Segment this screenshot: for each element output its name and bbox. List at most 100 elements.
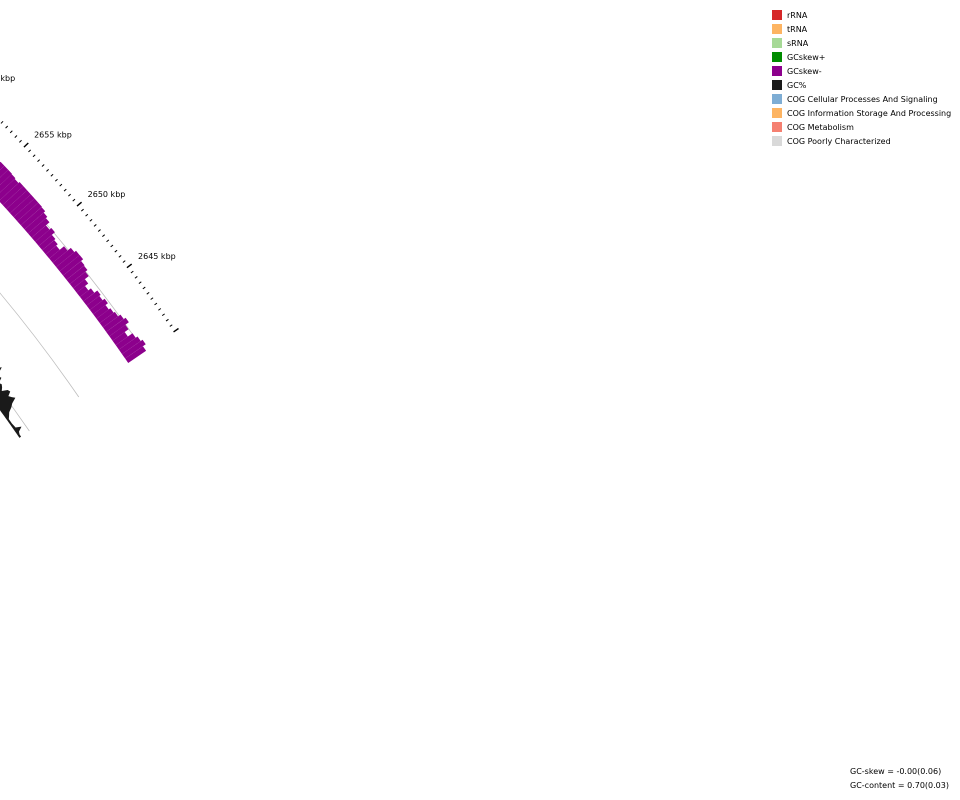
ruler-tick [85,213,89,217]
gc-skew-segment [63,260,85,280]
ruler-tick [173,327,179,333]
gc-skew-segment [122,339,146,359]
gc-skew-track [0,161,147,364]
legend-label: COG Cellular Processes And Signaling [787,94,938,104]
gc-skew-segment [9,194,35,218]
ruler-tick [76,201,83,207]
legend-swatch [772,108,782,118]
ruler-tick [14,135,18,138]
ruler-tick [28,149,32,153]
ruler-tick [126,263,133,269]
gc-content-band [0,367,22,438]
position-ruler: 2685 kbp2680 kbp2675 kbp2670 kbp2665 kbp… [0,74,179,333]
ruler-label: 2650 kbp [88,190,126,199]
gc-skew-segment [69,271,89,289]
ruler-tick [114,249,118,253]
ruler-tick [161,313,165,317]
legend-item-gcskew-plus: GCskew+ [772,50,951,64]
legend-swatch [772,52,782,62]
ruler-tick [106,239,110,243]
gc-skew-segment [99,311,119,328]
ruler-tick [118,255,122,258]
gc-skew-segment [0,181,24,205]
ruler-tick [150,297,154,300]
ruler-tick [41,164,45,167]
legend-label: sRNA [787,38,809,48]
ruler-tick [102,234,106,237]
gc-content-track [0,367,22,438]
ruler-tick [19,139,22,143]
ruler-tick [68,193,71,197]
gc-skew-segment [73,279,89,293]
gc-skew-segment [102,314,124,332]
gc-skew-segment [59,254,84,276]
legend-item-trna: tRNA [772,22,951,36]
gc-skew-segment [49,246,68,263]
guide-ring [0,172,146,352]
ruler-tick [37,159,41,162]
ruler-tick [134,276,138,279]
legend-item-srna: sRNA [772,36,951,50]
gc-skew-segment [52,247,75,267]
ruler-tick [59,183,63,187]
gc-skew-segment [0,161,5,170]
gc-content-stat: GC-content = 0.70(0.03) [850,781,949,790]
legend: rRNA tRNA sRNA GCskew+ GCskew- GC% COG C… [772,8,951,148]
gc-skew-segment [93,305,109,319]
legend-item-cog-poorly: COG Poorly Characterized [772,134,951,148]
gc-skew-segment [35,228,55,246]
ruler-tick [89,218,93,222]
legend-label: GC% [787,80,807,90]
ruler-tick [110,244,114,248]
gc-skew-segment [79,288,95,302]
ruler-tick [50,173,54,177]
legend-swatch [772,10,782,20]
gc-skew-segment [42,240,58,255]
gc-skew-segment [31,225,50,242]
gc-skew-segment [76,286,89,297]
ruler-tick [23,142,29,148]
gc-skew-segment [13,198,39,222]
gc-skew-segment [0,178,19,201]
ruler-tick [138,281,142,284]
gc-skew-segment [20,207,46,230]
legend-label: COG Metabolism [787,122,854,132]
ruler-tick [169,324,173,327]
ruler-tick [72,198,76,202]
ruler-tick [93,224,97,227]
gc-skew-segment [0,165,9,178]
ruler-tick [154,302,158,306]
legend-item-gcskew-minus: GCskew- [772,64,951,78]
gc-skew-segment [56,250,80,272]
gc-skew-segment [112,332,128,346]
gc-skew-segment [6,190,31,214]
ruler-tick [9,130,13,134]
ruler-tick [32,154,36,158]
ruler-label: 2655 kbp [34,131,72,140]
legend-swatch [772,66,782,76]
ruler-label: 2645 kbp [138,252,176,261]
gc-skew-segment [24,212,48,234]
gc-skew-segment [38,234,56,251]
ruler-tick [122,260,126,263]
legend-item-gc-percent: GC% [772,78,951,92]
gc-skew-segment [28,218,50,238]
legend-label: GCskew- [787,66,822,76]
ruler-tick [5,125,9,129]
legend-swatch [772,136,782,146]
legend-label: rRNA [787,10,808,20]
ruler-tick [130,270,134,274]
legend-item-cog-cellular: COG Cellular Processes And Signaling [772,92,951,106]
gc-skew-segment [96,308,114,324]
legend-label: COG Information Storage And Processing [787,108,952,118]
ruler-tick [146,291,150,295]
legend-item-rrna: rRNA [772,8,951,22]
guide-ring [0,292,80,398]
ruler-tick [165,318,169,322]
gc-skew-segment [109,324,129,341]
ruler-tick [46,168,49,172]
ruler-tick [158,308,162,311]
gc-skew-segment [89,298,108,315]
ruler-tick [80,208,84,212]
